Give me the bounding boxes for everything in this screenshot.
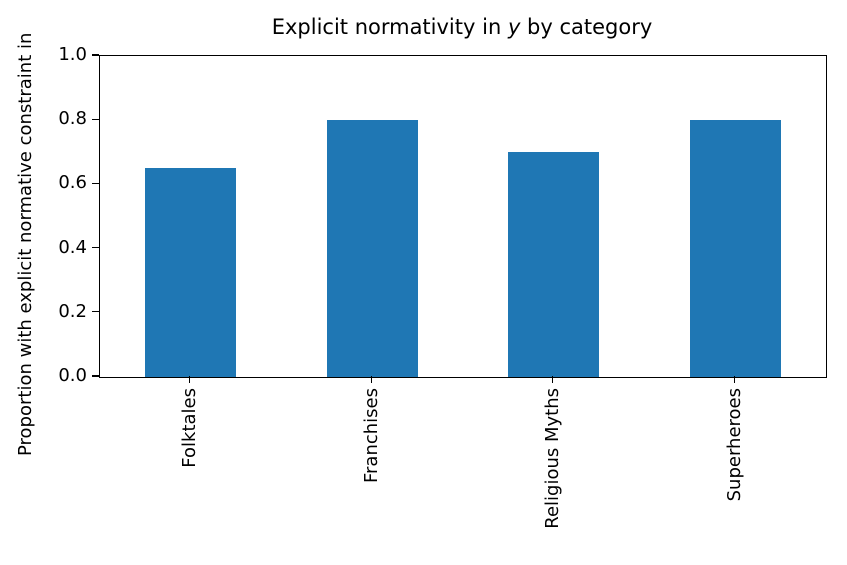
chart-title-prefix: Explicit normativity in: [271, 15, 508, 39]
y-tick-mark: [92, 311, 99, 313]
y-tick-mark: [92, 246, 99, 249]
y-tick-mark: [92, 54, 99, 56]
y-tick-label: 0.4: [58, 236, 87, 258]
x-tick-mark: [189, 376, 191, 383]
x-tick-mark: [733, 376, 735, 383]
chart-title-italic-y: y: [507, 15, 521, 39]
x-tick-mark: [370, 376, 372, 383]
bar-superheroes: [689, 120, 781, 377]
chart-title: Explicit normativity in y by category: [99, 14, 825, 41]
y-tick-label: 1.0: [58, 44, 87, 65]
plot-area: [99, 55, 827, 378]
y-tick-mark: [92, 118, 99, 120]
bar-franchises: [326, 120, 418, 377]
x-tick-label-folktales: Folktales: [179, 388, 201, 468]
y-tick-label: 0.0: [58, 365, 87, 386]
bar-folktales: [145, 168, 237, 377]
y-tick-label: 0.2: [58, 300, 87, 322]
x-tick-label-superheroes: Superheroes: [723, 388, 745, 502]
bar-religious-myths: [508, 152, 600, 377]
x-tick-label-religious-myths: Religious Myths: [542, 388, 564, 529]
y-tick-label: 0.8: [58, 108, 87, 130]
y-tick-mark: [92, 375, 99, 377]
y-tick-mark: [92, 182, 99, 185]
y-tick-label: 0.6: [58, 172, 87, 194]
chart-title-suffix: by category: [520, 15, 653, 39]
x-tick-label-franchises: Franchises: [360, 388, 382, 484]
x-tick-mark: [552, 376, 554, 383]
